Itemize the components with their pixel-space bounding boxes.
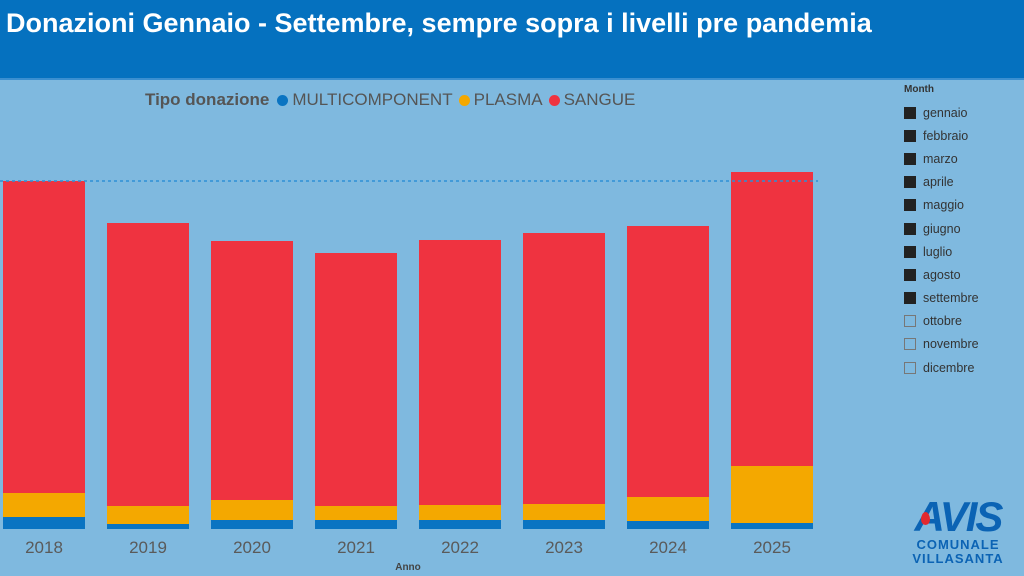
bar-plasma-2023[interactable] xyxy=(523,504,605,520)
checkbox-checked-icon[interactable] xyxy=(904,106,916,119)
legend-label: PLASMA xyxy=(473,90,543,109)
slicer-item-label: marzo xyxy=(923,151,958,166)
blood-drop-icon xyxy=(921,512,930,525)
slicer-item-label: settembre xyxy=(923,291,979,306)
legend-label: SANGUE xyxy=(563,90,636,109)
bar-sangue-2021[interactable] xyxy=(315,253,397,506)
slicer-item-label: maggio xyxy=(923,198,964,213)
bar-multicomponent-2021[interactable] xyxy=(315,520,397,529)
page-title: Donazioni Gennaio - Settembre, sempre so… xyxy=(6,8,872,38)
slicer-item-label: novembre xyxy=(923,337,979,352)
slicer-item-luglio[interactable]: luglio xyxy=(904,240,979,263)
bar-multicomponent-2023[interactable] xyxy=(523,520,605,529)
bar-sangue-2025[interactable] xyxy=(731,172,813,466)
legend-item-plasma[interactable]: PLASMA xyxy=(458,90,543,110)
legend-item-sangue[interactable]: SANGUE xyxy=(548,90,636,110)
slicer-item-label: gennaio xyxy=(923,105,968,120)
x-tick-label: 2019 xyxy=(129,538,167,557)
x-tick-label: 2023 xyxy=(545,538,583,557)
legend-item-multicomponent[interactable]: MULTICOMPONENT xyxy=(277,90,453,110)
bar-multicomponent-2024[interactable] xyxy=(627,521,709,529)
checkbox-checked-icon[interactable] xyxy=(904,292,916,305)
slicer-item-ottobre[interactable]: ottobre xyxy=(904,310,979,333)
checkbox-checked-icon[interactable] xyxy=(904,268,916,281)
checkbox-checked-icon[interactable] xyxy=(904,152,916,165)
x-tick-label: 2024 xyxy=(649,538,687,557)
avis-logo: AVIS COMUNALE VILLASANTA xyxy=(899,496,1017,566)
bar-multicomponent-2018[interactable] xyxy=(3,517,85,529)
slicer-item-aprile[interactable]: aprile xyxy=(904,171,979,194)
bar-sangue-2024[interactable] xyxy=(627,226,709,497)
slicer-item-febbraio[interactable]: febbraio xyxy=(904,124,979,147)
logo-line1: COMUNALE xyxy=(916,537,1000,552)
checkbox-checked-icon[interactable] xyxy=(904,199,916,212)
bar-multicomponent-2020[interactable] xyxy=(211,520,293,529)
slicer-item-label: agosto xyxy=(923,267,961,282)
checkbox-checked-icon[interactable] xyxy=(904,245,916,258)
slicer-item-novembre[interactable]: novembre xyxy=(904,333,979,356)
legend-label: MULTICOMPONENT xyxy=(292,90,453,109)
bar-sangue-2018[interactable] xyxy=(3,181,85,493)
slicer-item-label: dicembre xyxy=(923,360,975,375)
legend-dot-icon xyxy=(277,94,289,106)
checkbox-checked-icon[interactable] xyxy=(904,129,916,142)
slicer-item-giugno[interactable]: giugno xyxy=(904,217,979,240)
x-tick-label: 2018 xyxy=(25,538,63,557)
slicer-item-marzo[interactable]: marzo xyxy=(904,147,979,170)
bar-plasma-2025[interactable] xyxy=(731,466,813,523)
bar-plasma-2024[interactable] xyxy=(627,497,709,521)
checkbox-unchecked-icon[interactable] xyxy=(904,315,916,328)
bar-plasma-2018[interactable] xyxy=(3,493,85,517)
bar-multicomponent-2025[interactable] xyxy=(731,523,813,529)
header-bar: Donazioni Gennaio - Settembre, sempre so… xyxy=(0,0,1024,80)
bar-plasma-2022[interactable] xyxy=(419,505,501,520)
checkbox-checked-icon[interactable] xyxy=(904,222,916,235)
bar-plasma-2020[interactable] xyxy=(211,500,293,520)
bar-multicomponent-2019[interactable] xyxy=(107,524,189,529)
slicer-title: Month xyxy=(904,84,934,95)
legend-title: Tipo donazione xyxy=(145,90,270,109)
x-axis-title: Anno xyxy=(395,562,421,573)
checkbox-unchecked-icon[interactable] xyxy=(904,361,916,374)
x-tick-label: 2020 xyxy=(233,538,271,557)
slicer-item-label: ottobre xyxy=(923,314,962,329)
bar-multicomponent-2022[interactable] xyxy=(419,520,501,529)
slicer-item-label: giugno xyxy=(923,221,961,236)
x-tick-label: 2025 xyxy=(753,538,791,557)
checkbox-checked-icon[interactable] xyxy=(904,176,916,189)
bar-sangue-2019[interactable] xyxy=(107,223,189,506)
slicer-item-dicembre[interactable]: dicembre xyxy=(904,356,979,379)
bar-sangue-2020[interactable] xyxy=(211,241,293,500)
bar-plasma-2019[interactable] xyxy=(107,506,189,524)
legend-dot-icon xyxy=(548,94,560,106)
x-tick-label: 2022 xyxy=(441,538,479,557)
checkbox-unchecked-icon[interactable] xyxy=(904,338,916,351)
logo-line2: VILLASANTA xyxy=(912,551,1004,566)
bar-sangue-2023[interactable] xyxy=(523,233,605,504)
bar-sangue-2022[interactable] xyxy=(419,240,501,505)
slicer-item-label: aprile xyxy=(923,175,954,190)
chart-legend: Tipo donazione MULTICOMPONENT PLASMA SAN… xyxy=(145,90,641,110)
stacked-bar-chart: 2018 2019 2020 2021 2022 2023 2024 2025 Anno xyxy=(0,172,818,573)
slicer-item-label: luglio xyxy=(923,244,953,259)
slicer-item-settembre[interactable]: settembre xyxy=(904,287,979,310)
month-slicer: Month gennaio febbraio marzo aprile maggio gi… xyxy=(904,84,979,379)
slicer-item-maggio[interactable]: maggio xyxy=(904,194,979,217)
x-tick-label: 2021 xyxy=(337,538,375,557)
slicer-item-agosto[interactable]: agosto xyxy=(904,263,979,286)
slicer-item-label: febbraio xyxy=(923,128,969,143)
slicer-item-gennaio[interactable]: gennaio xyxy=(904,101,979,124)
legend-dot-icon xyxy=(458,94,470,106)
bar-plasma-2021[interactable] xyxy=(315,506,397,520)
